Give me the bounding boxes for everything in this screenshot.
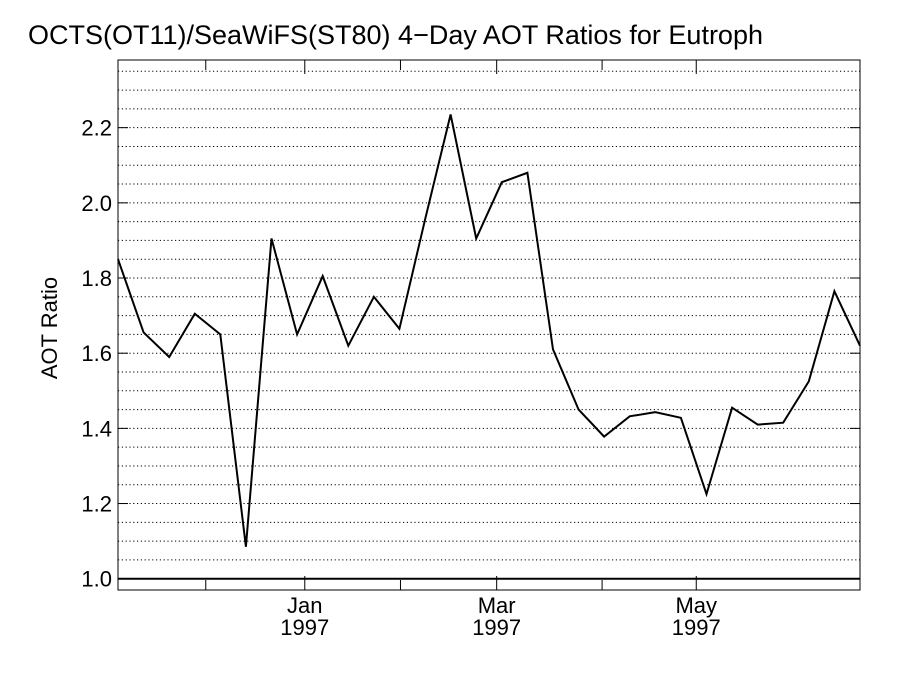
x-tick-label-year: 1997 [280, 615, 329, 640]
x-tick-label-month: Jan [287, 593, 322, 618]
chart-title: OCTS(OT11)/SeaWiFS(ST80) 4−Day AOT Ratio… [28, 20, 763, 50]
y-tick-label: 1.2 [81, 492, 112, 517]
x-tick-label-month: May [675, 593, 717, 618]
y-tick-label: 2.2 [81, 116, 112, 141]
x-tick-label-month: Mar [478, 593, 516, 618]
y-tick-label: 2.0 [81, 191, 112, 216]
y-tick-label: 1.4 [81, 416, 112, 441]
plot-frame [117, 59, 861, 591]
y-tick-label: 1.8 [81, 266, 112, 291]
series-line [117, 114, 861, 547]
y-axis-label: AOT Ratio [37, 277, 62, 379]
x-tick-label-year: 1997 [672, 615, 721, 640]
series-line-group [117, 114, 861, 547]
x-tick-label-year: 1997 [472, 615, 521, 640]
grid-lines [118, 70, 860, 561]
y-tick-label: 1.6 [81, 341, 112, 366]
y-tick-label: 1.0 [81, 567, 112, 592]
y-axis-ticks: 1.0 1.2 1.4 1.6 1.8 2.0 2.2 [81, 116, 860, 592]
